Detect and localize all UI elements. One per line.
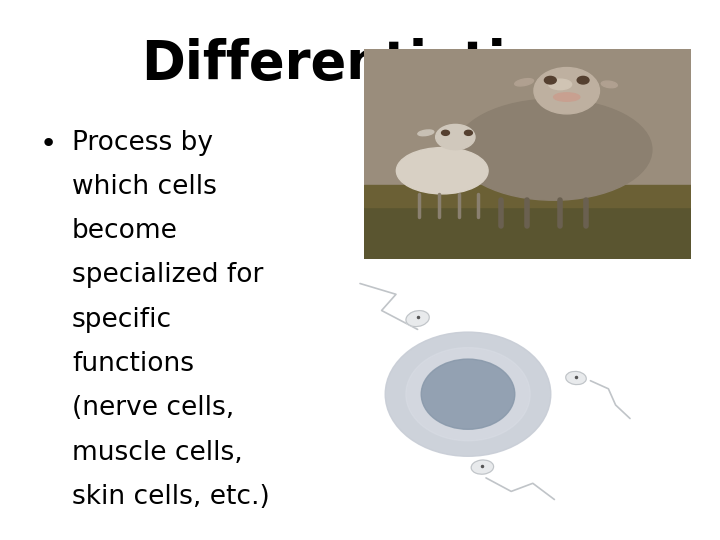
Ellipse shape	[436, 124, 475, 150]
Ellipse shape	[549, 79, 572, 90]
Ellipse shape	[406, 310, 429, 327]
Text: Process by: Process by	[72, 130, 213, 156]
Text: specialized for: specialized for	[72, 262, 264, 288]
Text: skin cells, etc.): skin cells, etc.)	[72, 484, 270, 510]
Ellipse shape	[406, 348, 530, 441]
Text: •: •	[40, 130, 57, 158]
Ellipse shape	[534, 68, 600, 114]
Ellipse shape	[385, 332, 551, 456]
Ellipse shape	[421, 359, 515, 429]
Text: which cells: which cells	[72, 174, 217, 200]
Ellipse shape	[601, 81, 617, 87]
Ellipse shape	[455, 99, 652, 200]
Ellipse shape	[471, 460, 494, 474]
Bar	[364, 196, 691, 259]
Text: become: become	[72, 218, 178, 244]
Text: Differentiation: Differentiation	[140, 38, 580, 90]
Text: specific: specific	[72, 307, 172, 333]
Ellipse shape	[418, 130, 434, 136]
Circle shape	[441, 130, 449, 136]
Text: functions: functions	[72, 351, 194, 377]
Circle shape	[464, 130, 472, 136]
Bar	[364, 49, 691, 196]
Text: muscle cells,: muscle cells,	[72, 440, 243, 465]
Text: (nerve cells,: (nerve cells,	[72, 395, 234, 421]
Bar	[364, 185, 691, 206]
Circle shape	[544, 76, 557, 84]
Circle shape	[577, 76, 589, 84]
Ellipse shape	[396, 147, 488, 194]
Ellipse shape	[515, 79, 534, 86]
Ellipse shape	[554, 93, 580, 101]
Ellipse shape	[566, 372, 586, 384]
